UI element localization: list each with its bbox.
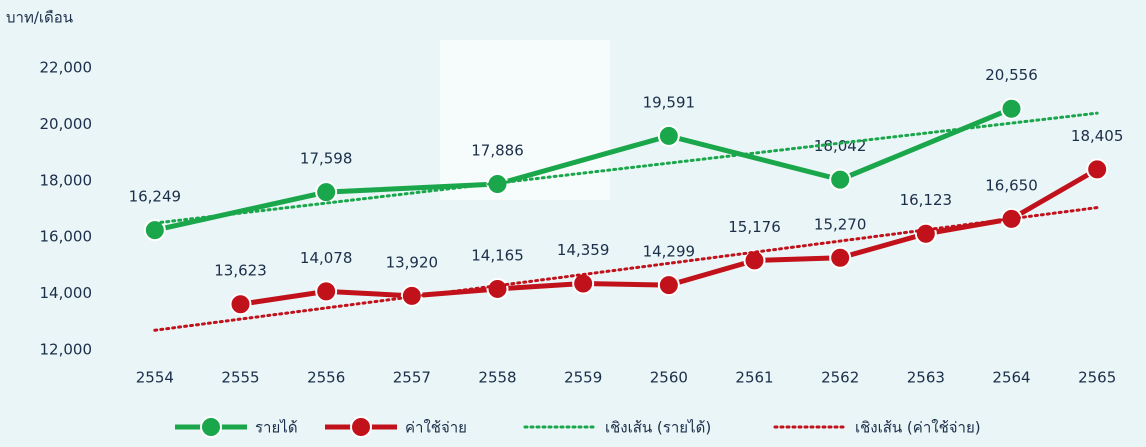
- y-axis-label: บาท/เดือน: [6, 9, 73, 27]
- x-tick-label: 2561: [735, 369, 773, 387]
- y-tick-label: 16,000: [40, 228, 93, 246]
- x-tick-label: 2555: [221, 369, 259, 387]
- y-tick-label: 20,000: [40, 115, 93, 133]
- legend-label: รายได้: [255, 419, 298, 437]
- data-label: 15,270: [814, 215, 867, 233]
- point-marker: [829, 246, 852, 269]
- data-label: 14,299: [643, 243, 696, 261]
- point-marker: [743, 249, 766, 272]
- data-label: 17,598: [300, 150, 353, 168]
- point-marker: [486, 277, 509, 300]
- point-marker: [657, 274, 680, 297]
- legend-marker: [200, 416, 222, 438]
- y-tick-label: 12,000: [40, 341, 93, 359]
- point-marker: [657, 124, 680, 147]
- point-marker: [143, 219, 166, 242]
- trend-line: [153, 111, 1099, 225]
- data-label: 13,920: [386, 253, 439, 271]
- trend-line: [153, 206, 1099, 332]
- data-label: 20,556: [985, 66, 1038, 84]
- y-tick-label: 22,000: [40, 59, 93, 77]
- data-label: 18,405: [1071, 127, 1124, 145]
- x-tick-label: 2554: [136, 369, 174, 387]
- x-tick-label: 2563: [907, 369, 945, 387]
- x-tick-label: 2559: [564, 369, 602, 387]
- legend-label: ค่าใช้จ่าย: [405, 419, 467, 437]
- data-label: 16,650: [985, 176, 1038, 194]
- data-label: 13,623: [214, 262, 267, 280]
- data-label: 15,176: [728, 218, 781, 236]
- y-tick-label: 14,000: [40, 284, 93, 302]
- data-label: 17,886: [471, 142, 524, 160]
- y-tick-label: 18,000: [40, 171, 93, 189]
- x-tick-label: 2556: [307, 369, 345, 387]
- x-tick-label: 2558: [478, 369, 516, 387]
- point-marker: [229, 293, 252, 316]
- x-tick-label: 2565: [1078, 369, 1116, 387]
- data-label: 16,123: [900, 191, 953, 209]
- x-tick-label: 2560: [650, 369, 688, 387]
- x-tick-label: 2564: [992, 369, 1030, 387]
- point-marker: [315, 280, 338, 303]
- point-marker: [315, 181, 338, 204]
- point-marker: [1000, 97, 1023, 120]
- legend-marker: [350, 416, 372, 438]
- legend-label: เชิงเส้น (ค่าใช้จ่าย): [855, 419, 981, 437]
- x-tick-label: 2562: [821, 369, 859, 387]
- data-label: 14,359: [557, 241, 610, 259]
- series-line: [154, 106, 1013, 233]
- legend-label: เชิงเส้น (รายได้): [605, 419, 711, 437]
- x-tick-label: 2557: [393, 369, 431, 387]
- point-marker: [914, 222, 937, 245]
- data-label: 19,591: [643, 93, 696, 111]
- point-marker: [1086, 158, 1109, 181]
- data-label: 16,249: [129, 188, 182, 206]
- data-label: 14,078: [300, 249, 353, 267]
- background-shape: [440, 40, 610, 200]
- point-marker: [572, 272, 595, 295]
- point-marker: [829, 168, 852, 191]
- data-label: 14,165: [471, 246, 524, 264]
